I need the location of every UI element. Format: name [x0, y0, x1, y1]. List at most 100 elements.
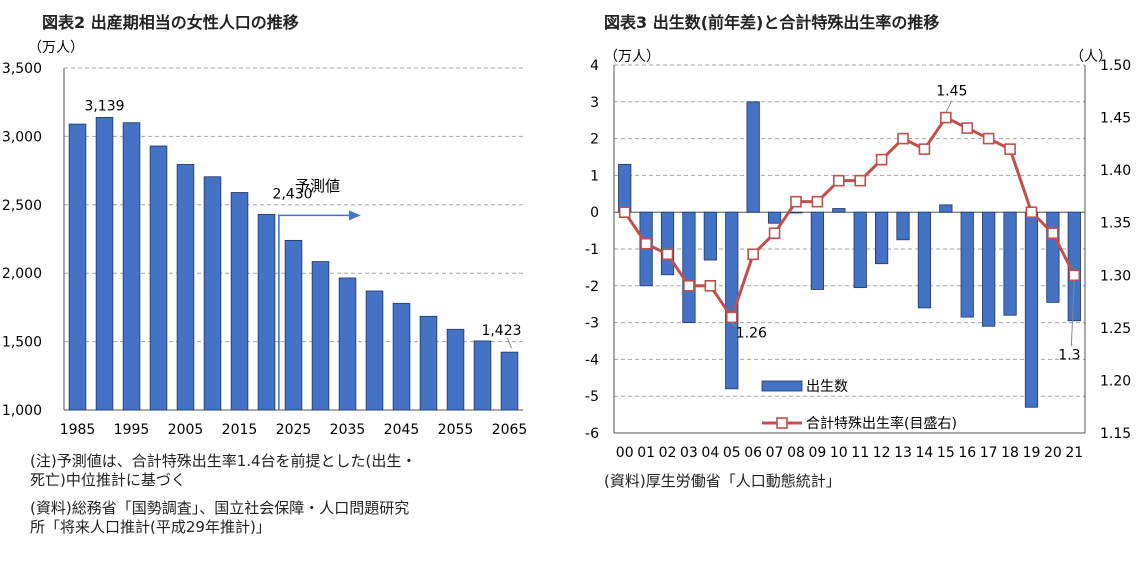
chart2-data-label: 1.45: [936, 84, 967, 100]
chart2-x-tick-label: 19: [1023, 445, 1041, 461]
chart2-x-tick-label: 11: [851, 445, 869, 461]
chart1-bar: [176, 164, 195, 411]
chart1-x-tick-label: 2025: [276, 422, 312, 438]
chart1-data-label: 2,430: [272, 186, 312, 202]
chart2-bar: [1046, 211, 1060, 303]
chart2-x-tick-label: 08: [787, 445, 805, 461]
chart1-bar: [257, 213, 276, 411]
chart1-note-2: 死亡)中位推計に基づく: [30, 471, 186, 489]
chart2-rate-marker: [683, 279, 695, 292]
chart2-rate-marker: [1004, 143, 1016, 155]
chart2-y-tick-label-left: 3: [590, 95, 599, 111]
chart1-bar: [203, 176, 222, 411]
chart2-x-tick-label: 20: [1044, 445, 1062, 461]
chart2-bar: [832, 208, 846, 213]
chart2-legend-bar-swatch: [761, 380, 803, 392]
chart2-data-label-leader: [1070, 280, 1075, 347]
chart2-rate-marker: [897, 132, 909, 145]
chart1-x-tick-label: 2015: [222, 422, 258, 438]
chart2-title: 図表3 出生数(前年差)と合計特殊出生率の推移: [604, 13, 940, 32]
chart2-rate-marker: [854, 174, 867, 187]
chart2-x-tick-label: 09: [808, 445, 826, 461]
chart2-bar: [1003, 211, 1017, 316]
chart1-data-label: 3,139: [84, 98, 124, 114]
chart2-y-tick-label-right: 1.40: [1100, 163, 1131, 179]
chart2-x-tick-label: 05: [723, 445, 741, 461]
chart2-rate-marker: [640, 237, 652, 250]
chart2-x-tick-label: 03: [680, 445, 698, 461]
chart2-rate-marker: [982, 132, 995, 145]
chart2-x-tick-label: 15: [937, 445, 955, 461]
chart2-rate-marker: [918, 143, 931, 155]
chart1-y-tick-label: 3,500: [2, 61, 42, 77]
chart1-bar: [149, 145, 168, 411]
chart2-x-tick-label: 14: [916, 445, 934, 461]
chart2-y-tick-label-left: 2: [590, 132, 599, 148]
chart2-rate-marker: [768, 227, 781, 240]
chart2-bar: [875, 211, 889, 265]
chart2-data-label-leader: [731, 321, 737, 327]
chart2-x-tick-label: 07: [766, 445, 784, 461]
chart2-rate-marker: [1025, 206, 1038, 218]
chart1-note-1: (注)予測値は、合計特殊出生率1.4台を前提とした(出生・: [30, 452, 417, 470]
chart2-legend-line-label: 合計特殊出生率(目盛右): [806, 415, 957, 432]
chart2-rate-marker: [1047, 227, 1059, 240]
chart1-forecast-annotation: 予測値: [295, 177, 340, 195]
chart2-bar: [1024, 211, 1039, 408]
chart2-y-tick-label-right: 1.20: [1100, 373, 1131, 389]
chart1-bar: [68, 123, 87, 411]
chart2-rate-marker: [618, 206, 631, 218]
chart1-data-label-leader: [507, 337, 512, 349]
chart2-rate-marker: [940, 111, 952, 124]
chart1-x-tick-label: 2005: [168, 422, 204, 438]
chart2-y-tick-label-left: -4: [585, 352, 599, 368]
chart2-y-tick-label-right: 1.50: [1100, 58, 1131, 74]
chart2-y-tick-label-left: -1: [585, 242, 599, 258]
chart2-bar: [703, 211, 717, 261]
chart2-x-tick-label: 01: [637, 445, 655, 461]
chart2-bar: [618, 163, 632, 213]
chart2-x-tick-label: 18: [1001, 445, 1019, 461]
chart1-forecast-arrow-head: [348, 210, 361, 221]
chart2-bar: [746, 101, 760, 213]
chart2-x-tick-label: 00: [616, 445, 634, 461]
chart2-y-tick-label-left: 0: [590, 205, 599, 221]
chart2-y-tick-label-right: 1.45: [1100, 111, 1131, 127]
chart2-y-tick-label-right: 1.25: [1100, 321, 1131, 337]
chart1-x-tick-label: 2045: [384, 422, 420, 438]
chart2-data-label-leader: [945, 100, 953, 113]
chart1-bar: [284, 239, 303, 411]
chart1-x-tick-label: 2055: [438, 422, 474, 438]
chart1: （万人） 予測値 1,000 1,500 2,000 2,500 3,000 3,500 1…: [2, 40, 527, 438]
chart2-y-tick-label-right: 1.30: [1100, 268, 1131, 284]
chart2-x-tick-label: 12: [873, 445, 891, 461]
chart1-bar: [446, 328, 465, 411]
chart1-bar: [392, 302, 411, 411]
chart2-y-tick-label-left: 1: [590, 168, 599, 184]
chart2-y-tick-label-left: -6: [585, 426, 599, 442]
chart2-x-tick-label: 10: [830, 445, 848, 461]
chart2-rate-line: [623, 116, 1076, 319]
chart1-forecast-arrow-line: [278, 214, 351, 410]
chart2-y-unit-left: （万人）: [604, 49, 660, 65]
chart2-bar: [853, 211, 867, 289]
chart1-y-tick-label: 2,000: [2, 266, 42, 282]
chart2-y-tick-label-right: 1.15: [1100, 426, 1131, 442]
chart2-x-tick-label: 21: [1065, 445, 1083, 461]
chart1-x-tick-label: 2065: [492, 422, 528, 438]
chart1-source-2: 所「将来人口推計(平成29年推計)」: [30, 518, 271, 536]
chart2-y-tick-label-right: 1.35: [1100, 216, 1131, 232]
chart2-bar: [960, 211, 974, 318]
chart2-rate-marker: [747, 248, 759, 261]
chart2-data-label: 1.3: [1058, 347, 1080, 363]
chart2-data-label: 1.26: [736, 325, 767, 341]
chart1-bar: [311, 261, 330, 411]
chart1-bar: [338, 277, 357, 411]
chart2-legend-bar-label: 出生数: [806, 379, 848, 395]
chart1-data-label: 1,423: [481, 323, 521, 339]
chart2-bar: [939, 204, 953, 213]
chart1-bar: [500, 351, 519, 411]
chart2-y-tick-label-left: -5: [585, 389, 599, 405]
chart2-bar: [1067, 211, 1081, 322]
chart1-bar: [230, 192, 249, 411]
